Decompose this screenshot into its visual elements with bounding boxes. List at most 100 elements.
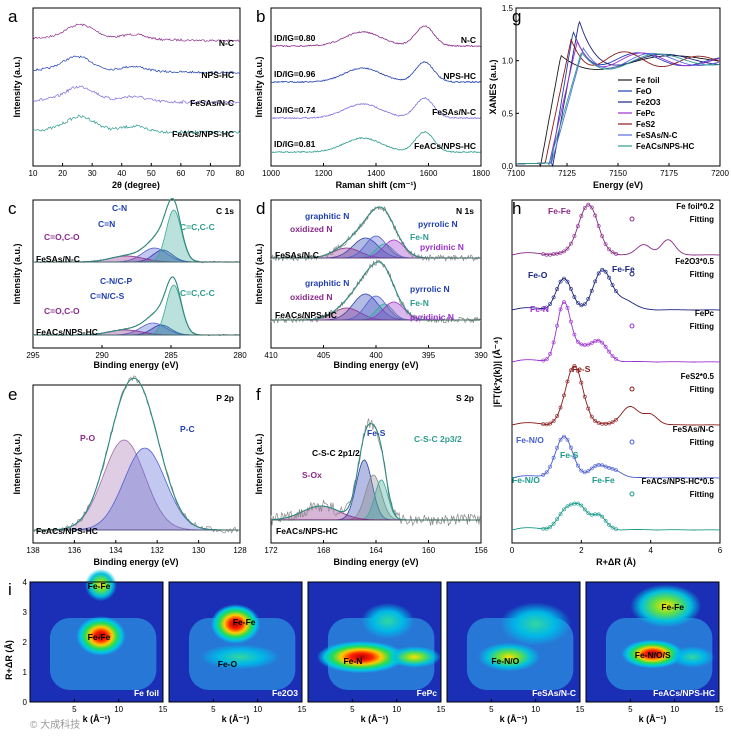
panel-e-tick-label: 136 xyxy=(68,546,82,555)
panel-d-bot-oxidized: oxidized N xyxy=(290,292,333,302)
panel-i-tick-label: 15 xyxy=(576,705,585,714)
panel-a-tick-label: 60 xyxy=(176,169,185,178)
panel-h-fit-marker xyxy=(569,241,573,246)
panel-h-fit-marker xyxy=(565,437,570,442)
panel-h-fit-marker xyxy=(614,527,618,532)
panel-h-fit-marker xyxy=(565,504,570,509)
panel-e-xlabel: Binding energy (eV) xyxy=(93,557,178,567)
panel-d-bot-pyrrolic: pyrrolic N xyxy=(410,284,450,294)
panel-h-xlabel: R+ΔR (Å) xyxy=(596,557,636,567)
panel-c-top-cc: C=C,C-C xyxy=(180,222,215,232)
panel-h-fit-marker xyxy=(555,517,559,522)
panel-g-ytick-label: 1.0 xyxy=(502,57,514,66)
panel-i-map-name: FeACs/NPS-HC xyxy=(653,688,715,698)
panel-i-ylabel: R+ΔR (Å) xyxy=(4,640,14,680)
panel-g-legend-label: Fe foil xyxy=(636,76,660,85)
panel-h-fit-marker xyxy=(555,445,559,450)
panel-i-tick-label: 5 xyxy=(628,705,633,714)
panel-b-tick-label: 1800 xyxy=(472,169,490,178)
panel-i-map-feature xyxy=(200,644,280,670)
panel-b-ylabel: Intensity (a.u.) xyxy=(254,56,264,117)
panel-h-fit-marker xyxy=(541,473,546,477)
panel-i-tick-label: 10 xyxy=(670,705,679,714)
panel-h-fit-marker xyxy=(610,250,615,255)
panel-h-fit-marker xyxy=(586,342,591,347)
panel-h-series-line xyxy=(511,502,720,531)
panel-h-fit-marker xyxy=(582,343,587,348)
panel-i-xlabel: k (Å⁻¹) xyxy=(639,714,667,724)
panel-h-fit-marker xyxy=(607,275,611,280)
panel-h-fit-marker xyxy=(551,340,556,345)
panel-e-tick-label: 128 xyxy=(233,546,247,555)
panel-d-ylabel: Intensity (a.u.) xyxy=(254,243,264,304)
panel-h-fit-marker xyxy=(579,468,584,473)
panel-d-tick-label: 410 xyxy=(264,351,278,360)
panel-f-tick-label: 160 xyxy=(422,546,436,555)
panel-d-top-graphitic: graphitic N xyxy=(305,211,349,221)
panel-b-series-line xyxy=(270,130,481,154)
panel-d-tick-label: 390 xyxy=(474,351,488,360)
panel-h-fit-marker xyxy=(600,340,605,345)
panel-h-fit-marker xyxy=(589,414,594,419)
panel-h-fit-marker xyxy=(579,214,584,218)
panel-c-tick-label: 295 xyxy=(26,351,40,360)
panel-h-fit-marker xyxy=(544,470,549,475)
panel-h-fit-marker xyxy=(548,421,553,426)
panel-a-tick-label: 20 xyxy=(58,169,67,178)
panel-h-peak-annotation: Fe-N/O xyxy=(516,435,544,445)
panel-h-fit-marker xyxy=(551,252,556,257)
panel-h-fit-marker xyxy=(582,507,587,512)
panel-h-fit-marker xyxy=(614,251,618,256)
panel-a-xlabel: 2θ (degree) xyxy=(112,180,160,190)
panel-i-wavelet: Fe-Fe Fe-Fe Fe foil 5 10 15 k (Å⁻¹) 0 1 2 3 4 Fe-Fe F… xyxy=(23,568,724,724)
panel-h-fit-marker xyxy=(586,469,591,473)
panel-d-sample-top: FeSAs/N-C xyxy=(275,250,319,260)
panel-d-top-oxidized: oxidized N xyxy=(290,224,333,234)
panel-h-tick-label: 2 xyxy=(579,546,584,555)
panel-i-map-feature xyxy=(316,640,406,674)
panel-d-top-pyridinic: pyridinic N xyxy=(420,242,464,252)
panel-b-series-label: NPS-HC xyxy=(443,71,476,81)
panel-h-legend-marker xyxy=(629,323,635,329)
panel-a-tick-label: 80 xyxy=(236,169,245,178)
panel-b-tick-label: 1400 xyxy=(367,169,385,178)
panel-c-tick-label: 290 xyxy=(95,351,109,360)
panel-h-fit-marker xyxy=(575,339,580,344)
panel-b-tick-label: 1000 xyxy=(262,169,280,178)
panel-h-fit-marker xyxy=(544,305,549,310)
panel-i-feature-label: Fe-Fe xyxy=(88,581,111,591)
panel-f-label-csc12: C-S-C 2p1/2 xyxy=(312,448,360,458)
panel-h-tick-label: 4 xyxy=(648,546,653,555)
panel-g-xlabel: Energy (eV) xyxy=(593,180,643,190)
panel-i-map-frame xyxy=(585,581,720,703)
panel-i-map-frame xyxy=(307,581,442,703)
panel-h-series-line xyxy=(511,436,720,479)
panel-e-title: P 2p xyxy=(216,393,234,403)
panel-h-fit-marker xyxy=(607,349,611,354)
panel-b-ratio-label: ID/IG=0.74 xyxy=(274,105,316,115)
panel-i-map-feature xyxy=(621,639,684,669)
panel-h-fit-marker xyxy=(555,251,559,256)
panel-e-p2p: 138 136 134 132 130 128 P 2p FeACs/NPS-HC P-O… xyxy=(12,375,247,567)
panel-b-series-line xyxy=(270,61,481,84)
panel-i-tick-label: 15 xyxy=(715,705,724,714)
panel-c-tick-label: 285 xyxy=(164,351,178,360)
panel-letter-f: f xyxy=(256,385,261,404)
panel-f-tick-label: 156 xyxy=(474,546,488,555)
panel-h-fit-marker xyxy=(558,307,563,312)
pe-lines-component-peak xyxy=(33,447,239,531)
panel-h-fit-marker xyxy=(544,357,549,362)
panel-f-sample: FeACs/NPS-HC xyxy=(276,526,338,536)
panel-d-bot-pyridinic: pyridinic N xyxy=(410,312,454,322)
panel-h-peak-annotation: Fe-O xyxy=(528,270,548,280)
panel-h-fit-marker xyxy=(579,342,584,347)
panel-h-fit-marker xyxy=(544,422,549,427)
panel-h-series-line xyxy=(511,301,720,363)
panel-g-tick-label: 7100 xyxy=(507,169,525,178)
panel-h-fit-marker xyxy=(603,518,608,523)
panel-h-fit-marker xyxy=(555,287,559,291)
panel-c-bot-cncp: C-N/C-P xyxy=(100,276,132,286)
panel-b-series-line xyxy=(270,96,481,120)
panel-h-fit-marker xyxy=(558,405,563,410)
panel-i-tick-label: 5 xyxy=(72,705,77,714)
